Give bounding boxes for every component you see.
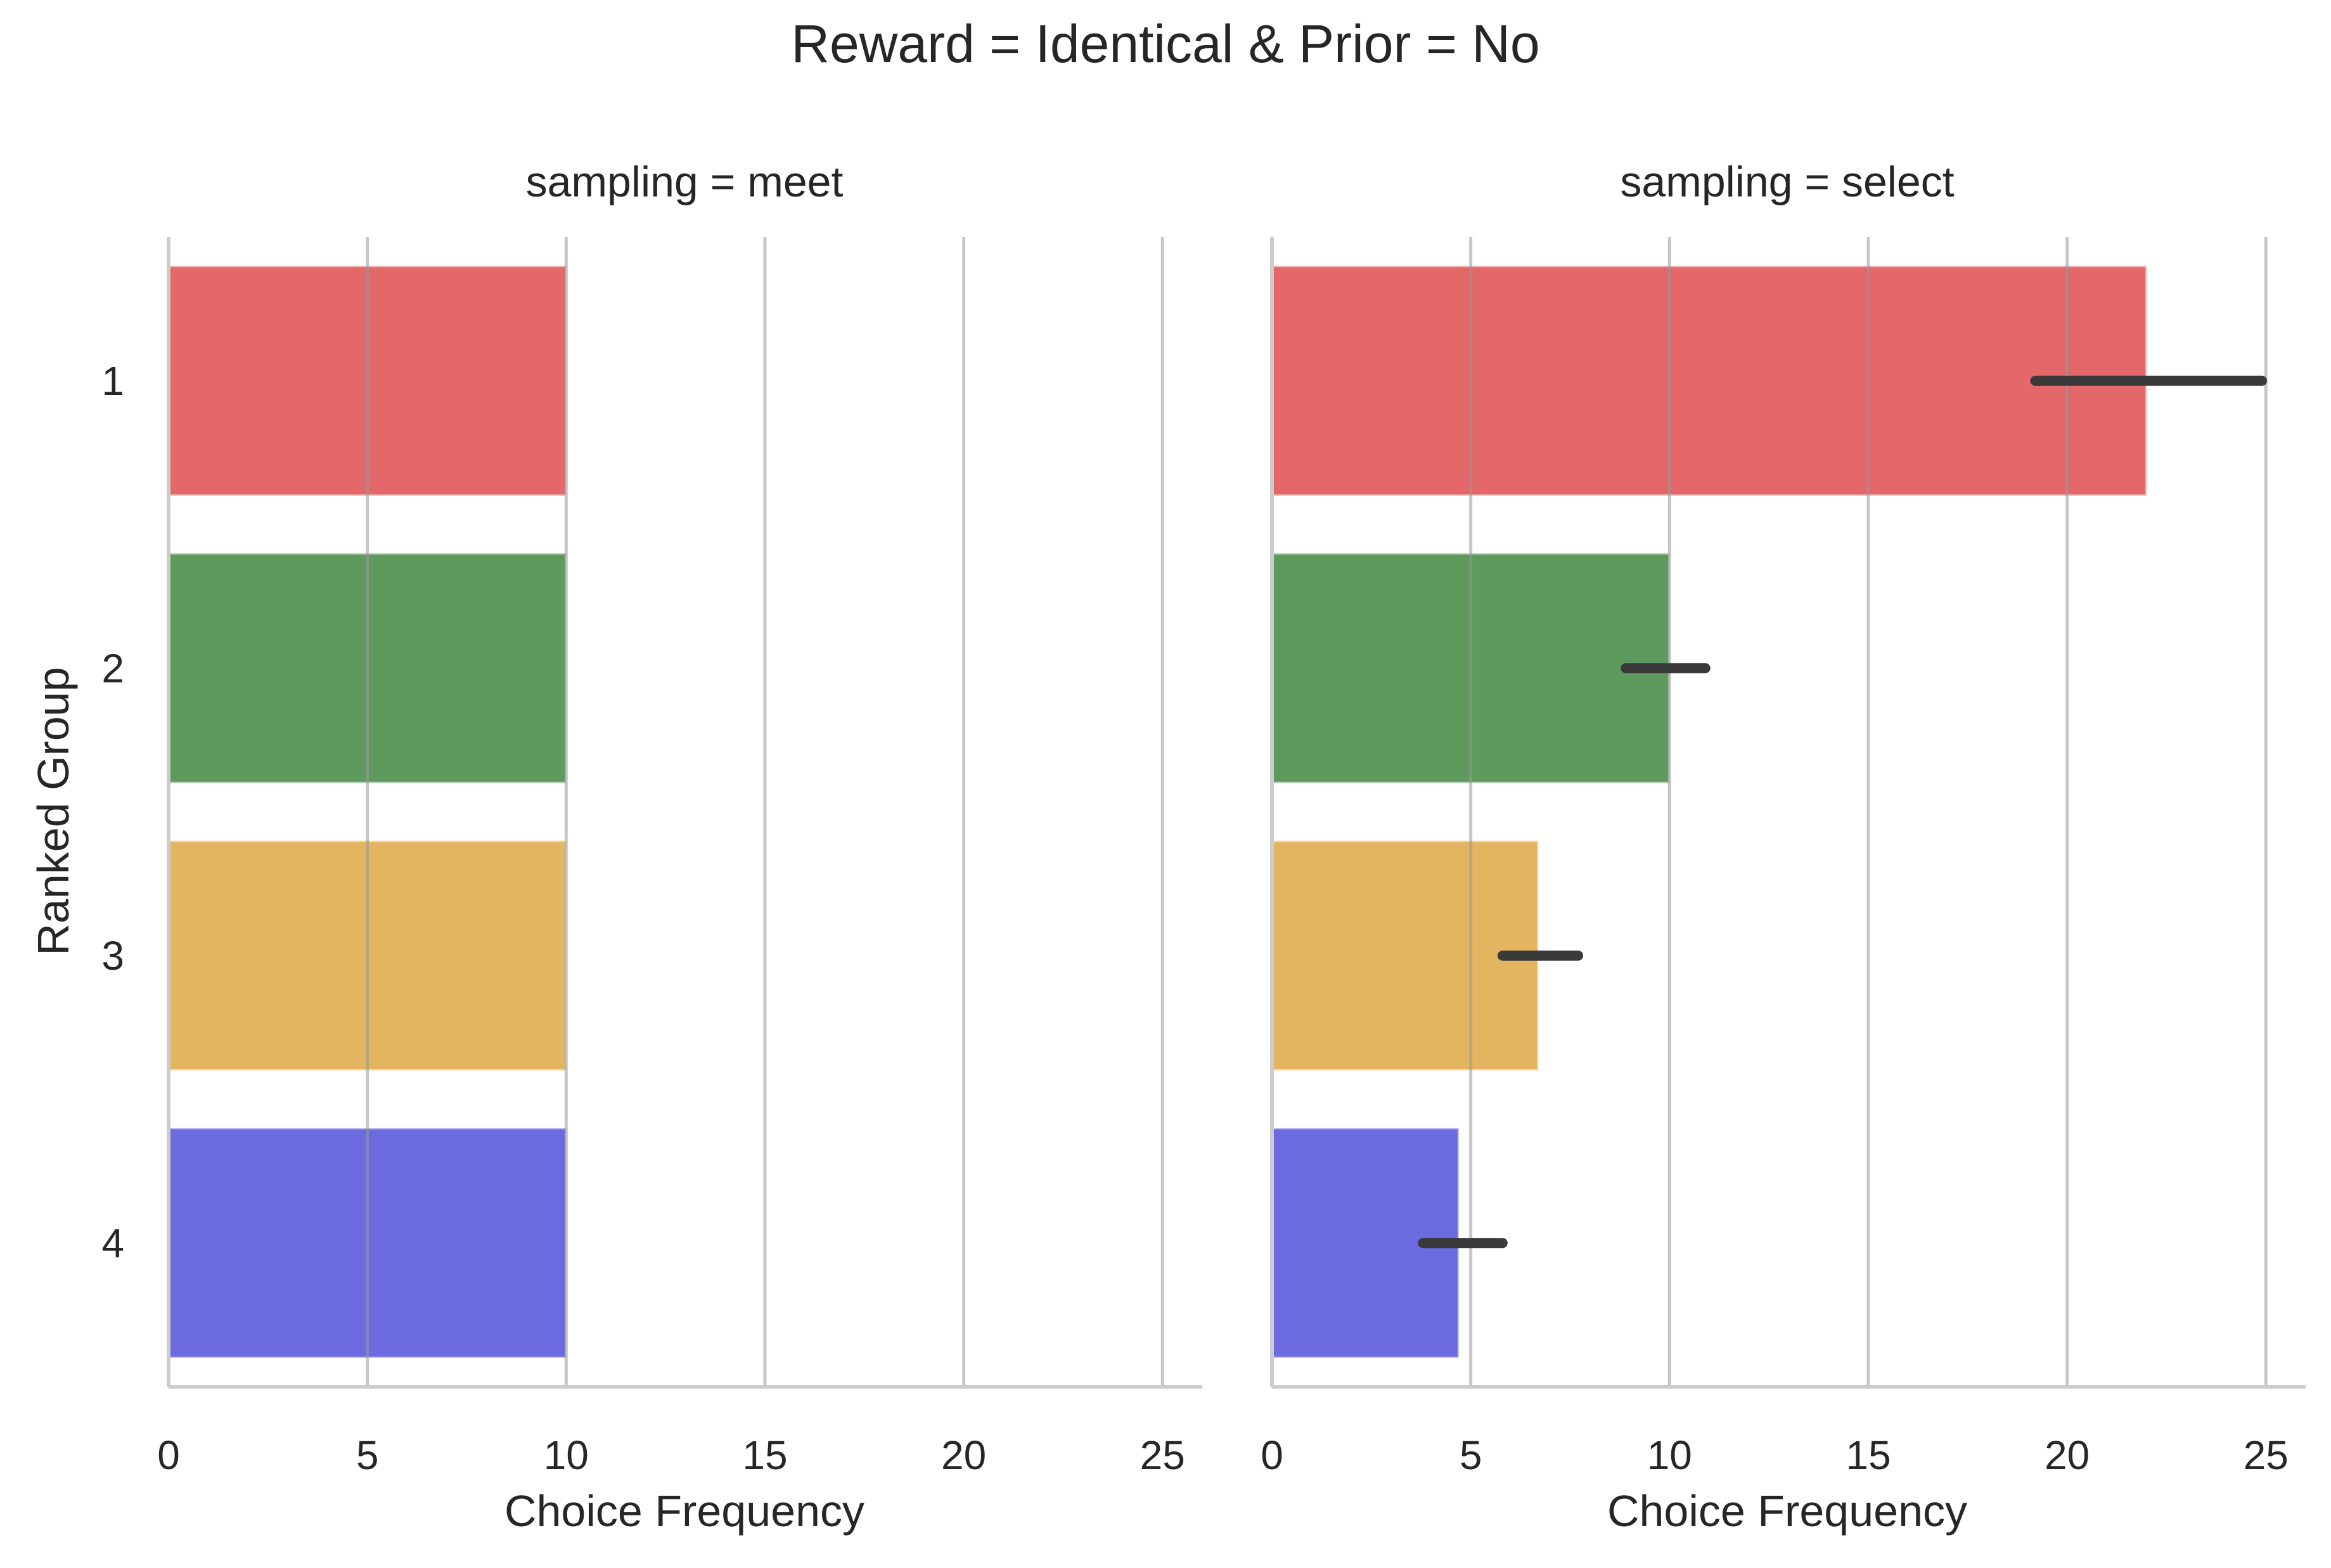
panel-title-right: sampling = select [1620, 158, 1954, 206]
y-tick-label: 3 [101, 933, 124, 979]
x-tick-label: 10 [544, 1432, 589, 1478]
panel-select: 0 5 10 15 20 25 [1261, 237, 2306, 1478]
x-tick-label: 0 [1261, 1432, 1283, 1478]
y-axis-label: Ranked Group [29, 667, 78, 955]
chart-title: Reward = Identical & Prior = No [791, 14, 1539, 74]
x-tick-label: 15 [1846, 1432, 1891, 1478]
panel-meet: 0 5 10 15 20 25 1 2 3 4 [101, 237, 1202, 1478]
x-tick-label: 10 [1647, 1432, 1692, 1478]
x-tick-label: 15 [742, 1432, 787, 1478]
x-tick-label: 25 [1140, 1432, 1185, 1478]
bar-group-1 [1271, 264, 2148, 498]
panel-title-left: sampling = meet [526, 158, 844, 206]
y-tick-label: 2 [101, 645, 124, 691]
x-axis-label-left: Choice Frequency [504, 1486, 864, 1536]
y-tick-label: 1 [101, 358, 124, 404]
x-tick-label: 0 [157, 1432, 180, 1478]
bar-group-3 [1271, 839, 1540, 1072]
y-tick-label: 4 [101, 1220, 124, 1266]
x-tick-label: 25 [2244, 1432, 2289, 1478]
x-axis-label-right: Choice Frequency [1607, 1486, 1967, 1536]
x-tick-label: 5 [1460, 1432, 1482, 1478]
x-tick-label: 5 [356, 1432, 379, 1478]
x-tick-label: 20 [941, 1432, 986, 1478]
x-tick-label: 20 [2045, 1432, 2090, 1478]
